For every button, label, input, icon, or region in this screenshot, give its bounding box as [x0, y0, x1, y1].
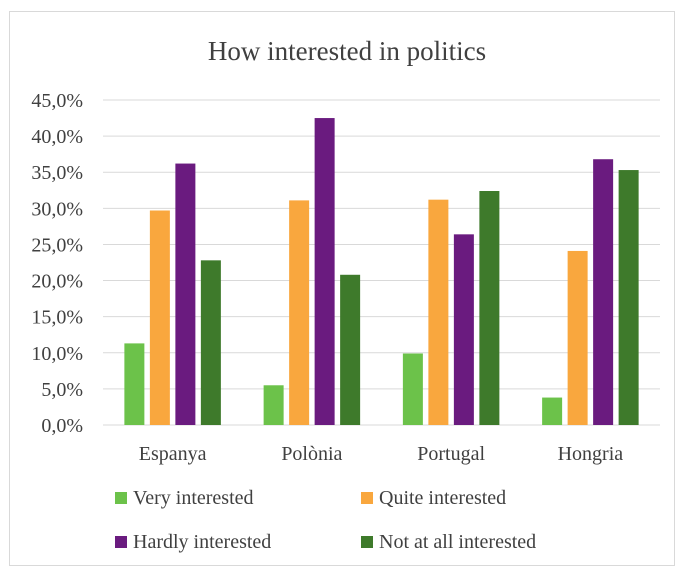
bar: [479, 191, 500, 425]
y-tick-label: 30,0%: [31, 198, 83, 220]
y-tick-label: 10,0%: [31, 343, 83, 365]
legend-swatch: [361, 536, 373, 548]
bar: [593, 159, 614, 425]
y-tick-label: 40,0%: [31, 126, 83, 148]
bar: [149, 210, 170, 425]
bar: [314, 118, 335, 426]
y-tick-label: 5,0%: [41, 379, 83, 401]
bar: [289, 200, 310, 425]
x-axis-categories: Espanya Polònia Portugal Hongria: [139, 443, 624, 465]
gridlines: [103, 99, 660, 426]
y-tick-label: 20,0%: [31, 271, 83, 293]
x-category-label: Espanya: [139, 443, 207, 465]
x-category-label: Portugal: [417, 443, 485, 465]
legend-swatch: [115, 492, 127, 504]
bar: [200, 260, 221, 425]
x-category-label: Hongria: [558, 443, 624, 465]
bar: [340, 274, 361, 425]
bar: [453, 234, 474, 425]
legend-label: Hardly interested: [133, 531, 271, 553]
bar: [263, 385, 284, 425]
y-tick-label: 25,0%: [31, 234, 83, 256]
legend-label: Quite interested: [379, 487, 506, 509]
legend-label: Very interested: [133, 487, 254, 509]
y-tick-label: 0,0%: [41, 415, 83, 437]
bar: [402, 353, 423, 425]
bars: [124, 118, 639, 426]
bar: [618, 170, 639, 425]
x-category-label: Polònia: [281, 443, 342, 465]
bar: [428, 199, 449, 425]
bar: [175, 163, 196, 426]
legend-label: Not at all interested: [379, 531, 536, 553]
y-tick-label: 35,0%: [31, 162, 83, 184]
legend: Very interested Quite interested Hardly in…: [115, 487, 536, 553]
legend-swatch: [361, 492, 373, 504]
y-axis-ticks: 0,0% 5,0% 10,0% 15,0% 20,0% 25,0% 30,0% 35,0% 40…: [31, 90, 83, 437]
bar: [124, 343, 145, 425]
y-tick-label: 15,0%: [31, 307, 83, 329]
bar: [542, 397, 563, 425]
legend-swatch: [115, 536, 127, 548]
bar: [567, 250, 588, 425]
chart-title: How interested in politics: [208, 36, 486, 66]
y-tick-label: 45,0%: [31, 90, 83, 112]
